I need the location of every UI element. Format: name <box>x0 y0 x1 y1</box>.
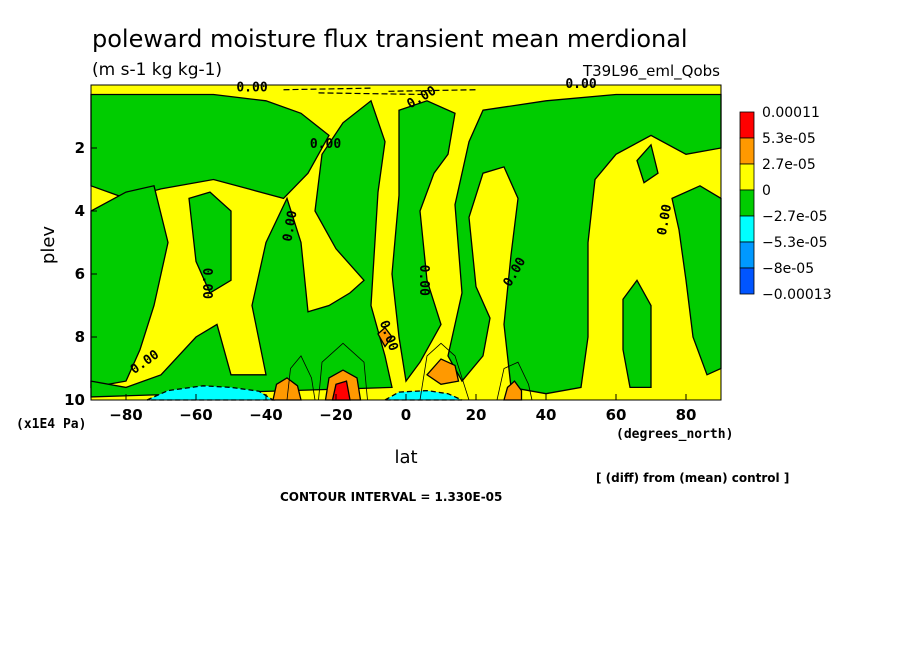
contour-value-label: 0.00 <box>199 268 214 299</box>
legend-level-label: −5.3e-05 <box>762 235 827 251</box>
run-label: T39L96_eml_Qobs <box>582 62 720 81</box>
legend-level-label: −2.7e-05 <box>762 209 827 225</box>
x-tick-label: −80 <box>109 406 142 424</box>
x-tick-label: 40 <box>536 406 557 424</box>
y-tick-label: 8 <box>75 328 85 346</box>
x-axis-unit-label: (degrees_north) <box>616 427 733 442</box>
legend-level-label: 2.7e-05 <box>762 157 816 173</box>
strong-negative-region <box>382 389 463 401</box>
legend-level-label: −0.00013 <box>762 287 832 303</box>
negative-contour-line <box>283 87 372 91</box>
legend-level-label: 0.00011 <box>762 105 820 121</box>
strong-positive-region <box>426 358 460 385</box>
y-tick-label: 4 <box>75 202 85 220</box>
positive-contour-line <box>318 342 368 401</box>
legend-swatch <box>739 267 755 295</box>
positive-contour-line <box>286 355 316 401</box>
chart-title: poleward moisture flux transient mean me… <box>92 25 688 53</box>
y-tick-label: 2 <box>75 139 85 157</box>
negative-region <box>90 99 393 398</box>
contour-value-label: 0.00 <box>565 77 596 92</box>
x-axis-ticks: −80 −60 −40 −20 0 20 40 60 80 <box>109 394 696 424</box>
x-tick-label: −20 <box>319 406 352 424</box>
contour-value-label: 0.00 <box>416 265 431 296</box>
negative-region <box>188 191 232 294</box>
contour-value-label: 0.00 <box>236 80 267 95</box>
legend-swatch <box>739 163 755 191</box>
x-tick-label: 0 <box>401 406 411 424</box>
plot-area <box>90 84 722 401</box>
contour-interval: CONTOUR INTERVAL = 1.330E-05 <box>280 490 502 504</box>
y-axis-unit-label: (x1E4 Pa) <box>16 417 86 432</box>
negative-contour-line <box>388 89 477 92</box>
color-legend: 0.00011 5.3e-05 2.7e-05 0 −2.7e-05 −5.3e-05 −8… <box>739 105 832 303</box>
contour-value-label: 0.00 <box>310 137 341 152</box>
strong-positive-region <box>377 326 393 348</box>
negative-region <box>622 279 652 389</box>
x-tick-label: −40 <box>249 406 282 424</box>
negative-region <box>447 93 722 395</box>
x-tick-label: 20 <box>466 406 487 424</box>
x-tick-label: 80 <box>676 406 697 424</box>
legend-swatch <box>739 189 755 217</box>
negative-region <box>391 100 456 383</box>
positive-contour-line <box>419 342 470 401</box>
positive-contour-line <box>496 361 533 401</box>
contour-value-label: 0.00 <box>655 203 675 237</box>
negative-region <box>636 143 659 184</box>
negative-region <box>671 185 722 376</box>
legend-level-label: −8e-05 <box>762 261 814 277</box>
y-tick-label: 6 <box>75 265 85 283</box>
x-tick-label: −60 <box>179 406 212 424</box>
legend-swatch <box>739 111 755 139</box>
diff-note: [ (diff) from (mean) control ] <box>596 471 789 485</box>
y-tick-label: 10 <box>64 391 85 409</box>
chart-units: (m s-1 kg kg-1) <box>92 60 222 80</box>
x-axis-label: lat <box>394 447 417 468</box>
legend-swatch <box>739 215 755 243</box>
y-axis-label: plev <box>38 226 59 265</box>
legend-swatch <box>739 137 755 165</box>
y-axis-ticks: 2 4 6 8 10 <box>64 139 97 409</box>
contour-value-label: 0.00 <box>280 209 300 243</box>
legend-level-label: 5.3e-05 <box>762 131 816 147</box>
x-tick-label: 60 <box>606 406 627 424</box>
legend-swatch <box>739 241 755 269</box>
legend-level-label: 0 <box>762 183 771 199</box>
